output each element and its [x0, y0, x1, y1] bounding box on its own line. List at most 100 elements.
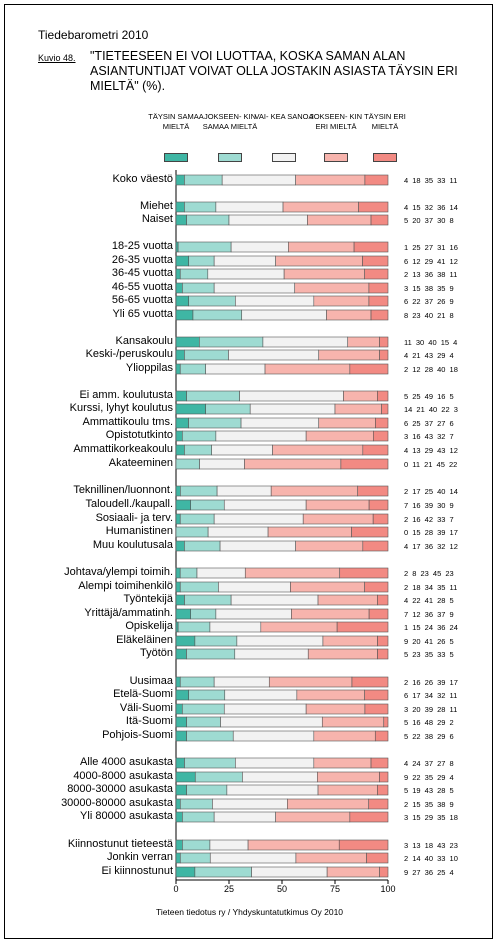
x-tick-label: 25 — [223, 884, 234, 894]
row-value-labels: 2 13 36 38 11 — [404, 270, 458, 279]
bar-segment — [244, 567, 341, 579]
bar-segment — [305, 430, 374, 442]
bar-segment — [347, 336, 380, 348]
bar-segment — [175, 526, 209, 538]
bar-segment — [188, 255, 215, 267]
bar-segment — [230, 594, 319, 606]
bar-segment — [184, 349, 229, 361]
bar-segment — [295, 174, 366, 186]
bar-segment — [175, 403, 206, 415]
bar-segment — [179, 567, 198, 579]
figure-frame — [4, 4, 493, 939]
bar-segment — [362, 255, 389, 267]
legend-swatch — [218, 153, 242, 162]
bar-segment — [353, 241, 389, 253]
bar-segment — [295, 540, 364, 552]
bar-segment — [175, 798, 181, 810]
row-value-labels: 8 23 40 21 8 — [404, 311, 454, 320]
bar-segment — [175, 839, 183, 851]
bar-segment — [358, 201, 389, 213]
bar-segment — [207, 268, 285, 280]
bar-segment — [334, 403, 382, 415]
row-label: Väli-Suomi — [119, 702, 173, 714]
row-value-labels: 5 19 43 28 5 — [404, 786, 454, 795]
bar-segment — [291, 608, 370, 620]
bar-segment — [287, 798, 370, 810]
bar-segment — [175, 621, 179, 633]
bar-segment — [270, 485, 359, 497]
bar-segment — [186, 648, 236, 660]
bar-segment — [226, 784, 319, 796]
row-label: Miehet — [139, 200, 173, 212]
bar-segment — [377, 635, 389, 647]
bar-segment — [235, 295, 315, 307]
row-label: Alempi toimihenkilö — [78, 580, 173, 592]
source-note: Tieteen tiedotus ry / Yhdyskuntatutkimus… — [155, 907, 344, 917]
row-label: Koko väestö — [112, 173, 173, 185]
bar-segment — [175, 309, 194, 321]
bar-segment — [213, 811, 276, 823]
bar-segment — [251, 866, 328, 878]
bar-segment — [175, 730, 187, 742]
bar-segment — [381, 403, 389, 415]
row-label: Sosiaali- ja terv. — [95, 512, 173, 524]
row-label: Ammattikorkeakoulu — [73, 443, 173, 455]
bar-segment — [370, 214, 389, 226]
row-value-labels: 6 12 29 41 12 — [404, 257, 458, 266]
row-value-labels: 3 16 43 32 7 — [404, 432, 454, 441]
row-value-labels: 4 17 36 32 12 — [404, 542, 458, 551]
bar-segment — [175, 757, 185, 769]
bar-segment — [236, 635, 324, 647]
bar-segment — [223, 703, 307, 715]
bar-segment — [379, 336, 389, 348]
row-value-labels: 5 22 38 29 6 — [404, 732, 454, 741]
bar-segment — [175, 336, 200, 348]
bar-segment — [194, 635, 238, 647]
bar-segment — [244, 458, 342, 470]
bar-segment — [213, 282, 296, 294]
bar-segment — [275, 255, 363, 267]
row-label: Yli 65 vuotta — [112, 308, 173, 320]
row-label: Johtava/ylempi toimih. — [64, 566, 173, 578]
bar-segment — [221, 174, 296, 186]
row-label: Ammattikoulu tms. — [82, 416, 173, 428]
bar-segment — [175, 390, 187, 402]
bar-segment — [288, 241, 355, 253]
bar-segment — [368, 608, 389, 620]
bar-segment — [215, 608, 292, 620]
bar-segment — [175, 771, 196, 783]
bar-segment — [175, 363, 181, 375]
bar-segment — [194, 771, 243, 783]
row-label: Humanistinen — [105, 525, 173, 537]
bar-segment — [175, 540, 185, 552]
bar-segment — [232, 730, 315, 742]
bar-segment — [179, 852, 211, 864]
row-value-labels: 11 30 40 15 4 — [404, 338, 458, 347]
row-label: 18-25 vuotta — [111, 240, 173, 252]
bar-segment — [182, 839, 211, 851]
row-value-labels: 5 25 49 16 5 — [404, 392, 454, 401]
bar-segment — [249, 403, 336, 415]
bar-segment — [175, 295, 190, 307]
row-label: Uusimaa — [129, 675, 173, 687]
row-value-labels: 3 15 38 35 9 — [404, 284, 454, 293]
bar-segment — [321, 716, 385, 728]
bar-segment — [181, 703, 225, 715]
bar-segment — [213, 676, 270, 688]
bar-segment — [224, 689, 298, 701]
row-value-labels: 9 20 41 26 5 — [404, 637, 454, 646]
bar-segment — [196, 567, 246, 579]
bar-segment — [212, 798, 288, 810]
row-label: Kurssi, lyhyt koulutus — [69, 402, 173, 414]
bar-segment — [190, 499, 225, 511]
row-label: Kiinnostunut tieteestä — [67, 838, 173, 850]
bar-segment — [175, 608, 191, 620]
row-value-labels: 4 15 32 36 14 — [404, 203, 458, 212]
bar-segment — [343, 390, 378, 402]
row-value-labels: 7 12 36 37 9 — [404, 610, 454, 619]
bar-segment — [175, 268, 181, 280]
bar-segment — [215, 201, 284, 213]
bar-segment — [179, 676, 215, 688]
bar-segment — [317, 594, 378, 606]
row-value-labels: 5 20 37 30 8 — [404, 216, 454, 225]
